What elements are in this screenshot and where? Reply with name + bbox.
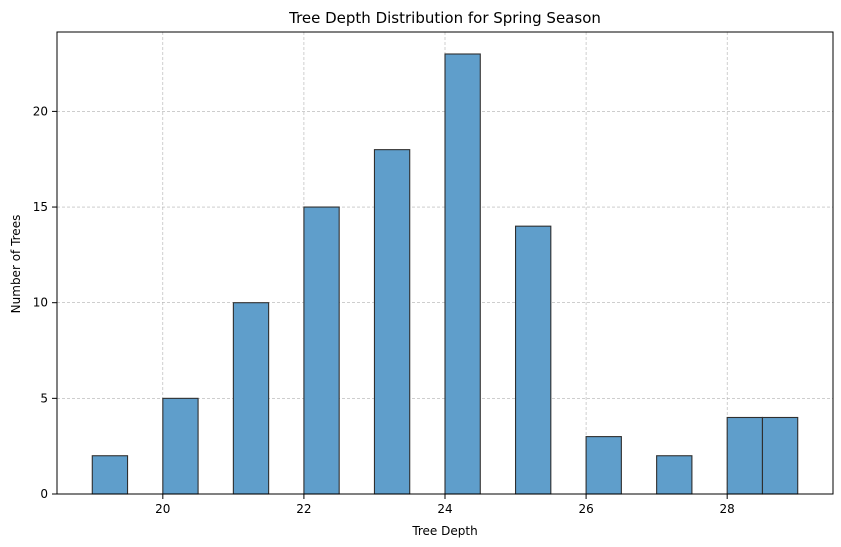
x-tick-label: 28 — [720, 502, 735, 516]
x-axis-label: Tree Depth — [411, 524, 477, 538]
histogram-bar — [91, 455, 129, 495]
y-axis-ticks: 0 5 10 15 20 — [33, 104, 57, 501]
histogram-bar — [373, 149, 411, 495]
y-tick-label: 5 — [40, 391, 48, 405]
y-tick-label: 20 — [33, 104, 48, 118]
y-tick-label: 0 — [40, 487, 48, 501]
histogram-bar — [761, 416, 799, 495]
y-axis-label: Number of Trees — [9, 215, 23, 314]
y-tick-label: 15 — [33, 200, 48, 214]
chart-title: Tree Depth Distribution for Spring Seaso… — [288, 9, 601, 27]
histogram-bar — [656, 455, 693, 495]
x-tick-label: 26 — [578, 502, 593, 516]
histogram-bar — [444, 53, 481, 495]
histogram-bars — [91, 53, 799, 495]
histogram-bar — [162, 397, 199, 495]
histogram-bar — [232, 302, 270, 495]
histogram-bar — [585, 436, 622, 495]
histogram-bar — [514, 225, 552, 495]
histogram-bar — [726, 416, 764, 495]
x-axis-ticks: 20 22 24 26 28 — [155, 494, 735, 516]
x-tick-label: 24 — [437, 502, 452, 516]
histogram-bar — [303, 206, 340, 495]
x-tick-label: 20 — [155, 502, 170, 516]
x-tick-label: 22 — [296, 502, 311, 516]
y-tick-label: 10 — [33, 296, 48, 310]
